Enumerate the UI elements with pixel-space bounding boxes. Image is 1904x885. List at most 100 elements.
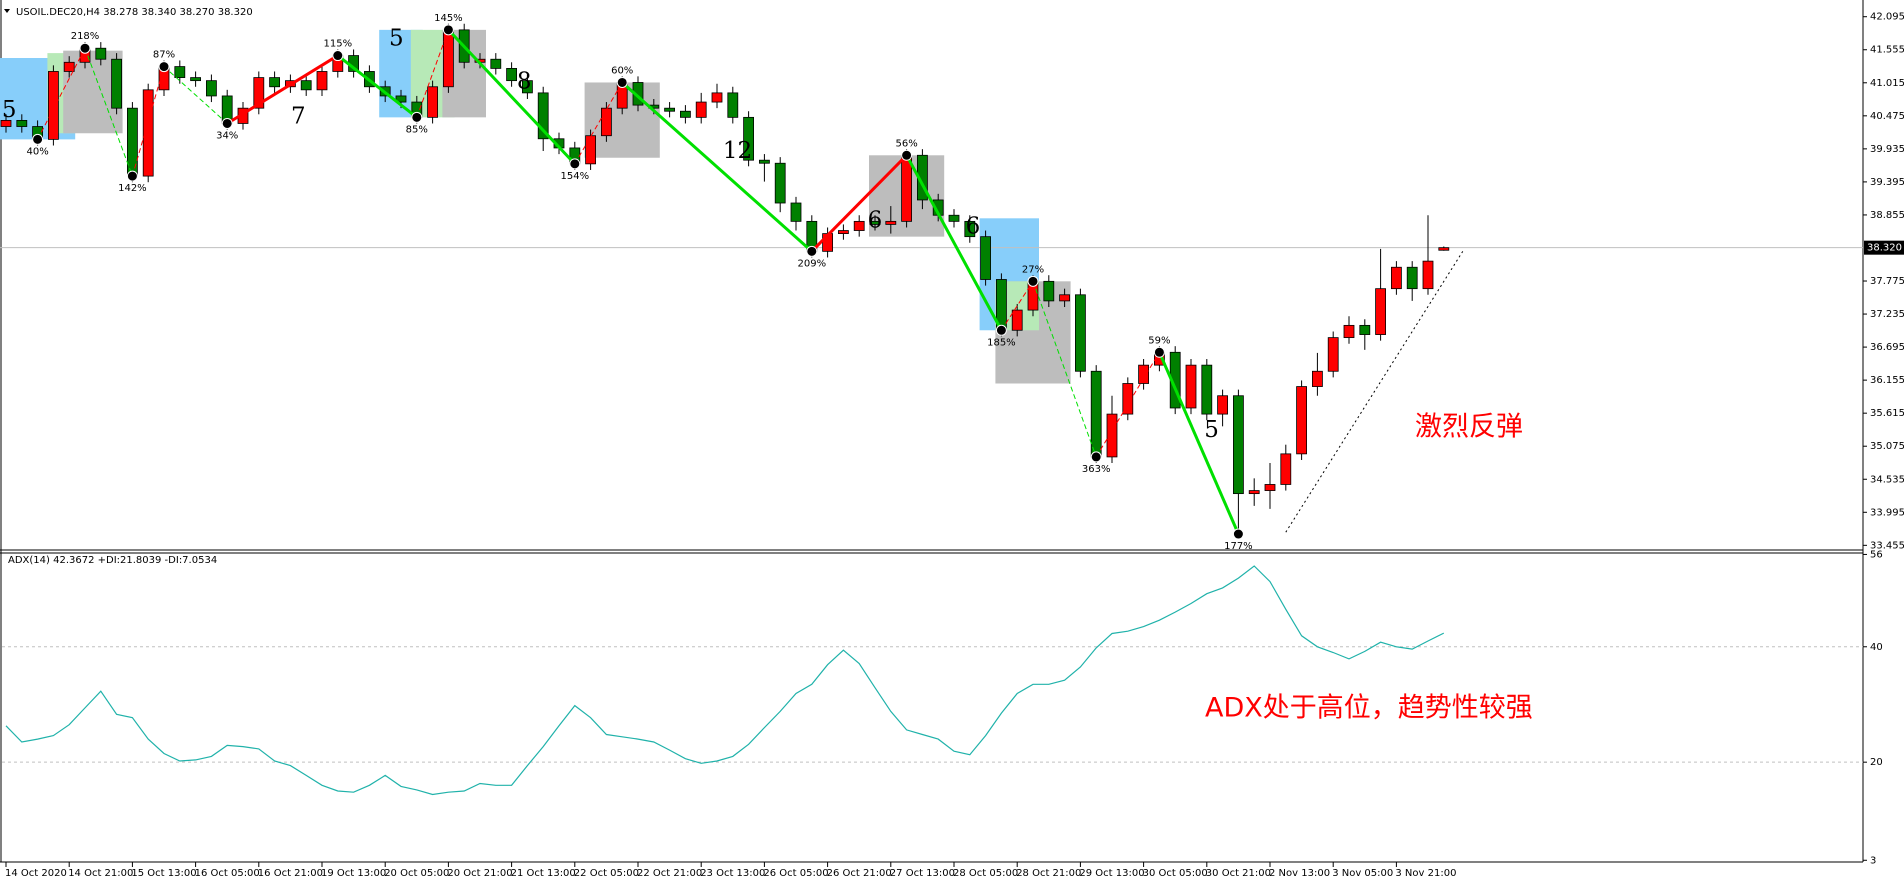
zigzag-point bbox=[1153, 346, 1165, 358]
candle-body bbox=[1217, 395, 1228, 415]
candle-body bbox=[1406, 266, 1418, 290]
zigzag-segment bbox=[621, 81, 813, 253]
wave-label: 6 bbox=[966, 213, 981, 239]
zigzag-point bbox=[1090, 451, 1102, 463]
zigzag-point bbox=[332, 50, 344, 62]
zigzag-label: 85% bbox=[406, 124, 428, 135]
zigzag-point bbox=[32, 133, 44, 145]
y-tick-label: 40.475 bbox=[1870, 111, 1904, 122]
candle-body bbox=[427, 86, 439, 118]
candle-body bbox=[1233, 395, 1244, 495]
candle-body bbox=[95, 47, 107, 60]
zigzag-segment bbox=[810, 154, 908, 253]
zigzag-label: 40% bbox=[26, 146, 48, 157]
y-tick-label: 56 bbox=[1870, 549, 1883, 560]
candle-body bbox=[1043, 280, 1055, 302]
candle-body bbox=[1375, 288, 1386, 335]
candle-body bbox=[1264, 484, 1276, 491]
zigzag-point bbox=[569, 158, 581, 170]
candle-body bbox=[127, 107, 138, 177]
x-tick-label: 30 Oct 05:00 bbox=[1143, 868, 1208, 879]
candle-body bbox=[759, 159, 770, 164]
candle-body bbox=[16, 120, 28, 127]
x-tick-label: 14 Oct 2020 bbox=[5, 868, 67, 879]
candle-body bbox=[1201, 364, 1213, 415]
zigzag-label: 60% bbox=[611, 65, 633, 76]
zigzag-segment bbox=[447, 28, 576, 165]
candle-body bbox=[869, 220, 881, 225]
x-tick-label: 21 Oct 13:00 bbox=[511, 868, 576, 879]
zigzag-segment bbox=[226, 54, 339, 125]
zigzag-label: 27% bbox=[1022, 264, 1044, 275]
zigzag-label: 34% bbox=[216, 130, 238, 141]
candle-body bbox=[743, 116, 754, 161]
candle-body bbox=[1248, 490, 1260, 495]
candle-body bbox=[174, 66, 186, 78]
candle-body bbox=[1090, 370, 1102, 458]
zigzag-point bbox=[901, 149, 913, 161]
wave-label: 7 bbox=[291, 103, 306, 129]
x-tick-label: 28 Oct 05:00 bbox=[953, 868, 1018, 879]
candle-body bbox=[790, 202, 802, 222]
candle-body bbox=[695, 101, 707, 118]
zigzag-segment bbox=[163, 66, 228, 124]
zigzag-label: 56% bbox=[895, 138, 917, 149]
y-tick-label: 39.935 bbox=[1870, 144, 1904, 155]
candle-body bbox=[838, 230, 849, 235]
candle-body bbox=[1185, 364, 1197, 409]
candle-body bbox=[1391, 266, 1402, 290]
candle-body bbox=[253, 77, 265, 109]
y-tick-label: 35.075 bbox=[1870, 441, 1904, 452]
chart-title: USOIL.DEC20,H4 38.278 38.340 38.270 38.3… bbox=[16, 7, 253, 18]
x-tick-label: 27 Oct 13:00 bbox=[890, 868, 955, 879]
x-tick-label: 26 Oct 05:00 bbox=[763, 868, 828, 879]
zigzag-label: 145% bbox=[434, 13, 463, 24]
zigzag-point bbox=[1232, 528, 1244, 540]
y-tick-label: 41.015 bbox=[1870, 78, 1904, 89]
zigzag-label: 363% bbox=[1082, 464, 1111, 475]
x-tick-label: 16 Oct 21:00 bbox=[258, 868, 323, 879]
candle-body bbox=[537, 92, 549, 140]
candle-body bbox=[585, 135, 596, 165]
x-tick-label: 26 Oct 21:00 bbox=[827, 868, 892, 879]
zigzag-segment bbox=[1000, 281, 1034, 331]
zigzag-point bbox=[995, 324, 1007, 336]
x-tick-label: 28 Oct 21:00 bbox=[1016, 868, 1081, 879]
candle-body bbox=[1011, 309, 1023, 331]
candle-body bbox=[63, 61, 75, 72]
candle-body bbox=[0, 120, 12, 127]
zigzag-point bbox=[79, 42, 91, 54]
zigzag-point bbox=[221, 117, 233, 129]
candle-body bbox=[269, 77, 281, 88]
y-tick-label: 36.695 bbox=[1870, 342, 1904, 353]
candle-body bbox=[727, 92, 739, 118]
wave-label: 12 bbox=[723, 138, 752, 164]
y-tick-label: 35.615 bbox=[1870, 408, 1904, 419]
candle-body bbox=[964, 220, 976, 238]
annotation: 激烈反弹 bbox=[1415, 412, 1523, 443]
x-tick-label: 20 Oct 05:00 bbox=[384, 868, 449, 879]
candle-body bbox=[774, 162, 786, 204]
x-tick-label: 22 Oct 05:00 bbox=[574, 868, 639, 879]
candle-body bbox=[142, 89, 154, 177]
adx-line bbox=[5, 565, 1445, 796]
zigzag-label: 218% bbox=[71, 31, 100, 42]
zigzag-segment bbox=[131, 66, 165, 177]
candle-body bbox=[48, 71, 59, 140]
candle-body bbox=[1438, 247, 1450, 251]
x-tick-label: 29 Oct 13:00 bbox=[1079, 868, 1144, 879]
zigzag-segment bbox=[1032, 281, 1097, 458]
candle-body bbox=[853, 220, 865, 231]
x-tick-label: 3 Nov 05:00 bbox=[1332, 868, 1393, 879]
y-tick-label: 42.095 bbox=[1870, 12, 1904, 23]
x-tick-label: 30 Oct 21:00 bbox=[1206, 868, 1271, 879]
candle-body bbox=[980, 236, 991, 280]
zigzag-point bbox=[616, 76, 628, 88]
candle-body bbox=[490, 58, 502, 69]
y-tick-label: 34.535 bbox=[1870, 474, 1904, 485]
candle-body bbox=[1122, 383, 1134, 415]
candle-body bbox=[300, 80, 312, 91]
candle-body bbox=[316, 71, 328, 91]
x-tick-label: 23 Oct 13:00 bbox=[700, 868, 765, 879]
